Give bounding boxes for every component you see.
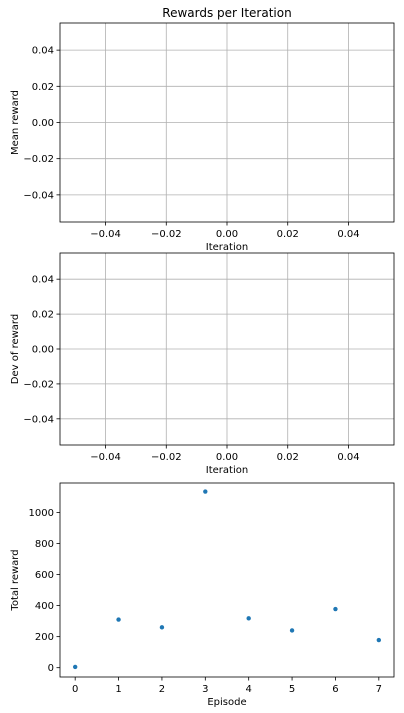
x-tick-label: 5 [289, 684, 295, 695]
y-tick-label: 0.02 [32, 82, 54, 93]
y-tick-label: −0.04 [23, 190, 54, 201]
plot-frame [59, 482, 395, 678]
data-point [376, 637, 382, 643]
data-point [159, 625, 165, 630]
x-tick-label: 7 [376, 684, 382, 695]
x-tick-label: 0.04 [337, 229, 359, 240]
x-tick-label: 0.00 [216, 229, 238, 240]
data-point [116, 617, 121, 622]
y-tick-label: −0.02 [23, 379, 54, 390]
y-tick-label: −0.04 [23, 414, 54, 425]
data-point [289, 628, 295, 633]
data-point [333, 606, 338, 612]
data-point [72, 664, 78, 670]
y-tick-label: 1000 [29, 508, 54, 519]
x-tick-label: −0.02 [151, 452, 182, 463]
y-tick-label: −0.02 [23, 154, 54, 165]
x-tick-label: 4 [246, 684, 252, 695]
y-axis-label: Total reward [10, 549, 21, 611]
x-tick-label: 0 [72, 684, 78, 695]
data-point [203, 489, 208, 494]
y-tick-label: 0 [48, 663, 54, 674]
y-tick-label: 0.00 [32, 345, 54, 356]
x-axis-label: Iteration [206, 242, 248, 253]
data-point [246, 616, 251, 621]
x-tick-label: 0.02 [277, 229, 299, 240]
y-tick-label: 0.04 [32, 275, 54, 286]
x-tick-label: −0.04 [90, 229, 121, 240]
x-tick-label: 0.02 [277, 452, 299, 463]
y-axis-label: Dev of reward [10, 314, 21, 384]
y-tick-label: 600 [35, 570, 54, 581]
plot-frame [59, 22, 395, 223]
x-tick-label: 3 [202, 684, 208, 695]
y-tick-label: 800 [35, 539, 54, 550]
y-tick-label: 200 [35, 632, 54, 643]
y-axis-label: Mean reward [10, 90, 21, 155]
chart-title: Rewards per Iteration [162, 6, 291, 20]
x-tick-label: 2 [159, 684, 165, 695]
x-tick-label: 0.04 [337, 452, 359, 463]
x-axis-label: Iteration [206, 465, 248, 476]
y-tick-label: 0.04 [32, 46, 54, 57]
x-tick-label: 6 [332, 684, 338, 695]
x-tick-label: 0.00 [216, 452, 238, 463]
y-tick-label: 0.00 [32, 118, 54, 129]
x-tick-label: −0.02 [151, 229, 182, 240]
y-tick-label: 0.02 [32, 310, 54, 321]
x-axis-label: Episode [207, 697, 246, 708]
x-tick-label: 1 [115, 684, 121, 695]
x-tick-label: −0.04 [90, 452, 121, 463]
plot-frame [59, 252, 395, 446]
y-tick-label: 400 [35, 601, 54, 612]
